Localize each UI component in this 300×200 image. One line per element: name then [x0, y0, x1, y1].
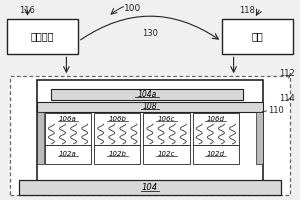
Text: 106b: 106b: [108, 116, 126, 122]
Bar: [143, 145, 190, 164]
Text: 102a: 102a: [59, 151, 77, 157]
Text: 102b: 102b: [108, 151, 126, 157]
Text: 106c: 106c: [158, 116, 175, 122]
Text: 108: 108: [143, 102, 157, 111]
Text: 100: 100: [124, 4, 141, 13]
Text: 110: 110: [268, 106, 284, 115]
Text: 102d: 102d: [207, 151, 225, 157]
Bar: [19, 180, 281, 195]
Bar: [10, 76, 290, 195]
Text: 电源: 电源: [252, 31, 263, 41]
Text: 118: 118: [240, 6, 256, 15]
Bar: [256, 112, 263, 164]
Bar: [143, 113, 190, 145]
Text: 116: 116: [19, 6, 34, 15]
Bar: [94, 145, 140, 164]
Bar: [7, 19, 78, 54]
Bar: [37, 102, 263, 112]
Text: 112: 112: [279, 69, 295, 78]
Text: 114: 114: [279, 94, 295, 103]
Bar: [37, 80, 263, 183]
Bar: [45, 113, 91, 145]
Bar: [37, 112, 44, 164]
Bar: [52, 89, 243, 100]
Text: 102c: 102c: [158, 151, 175, 157]
Bar: [45, 145, 91, 164]
Text: 106a: 106a: [59, 116, 77, 122]
Bar: [222, 19, 293, 54]
Text: 130: 130: [142, 29, 158, 38]
Bar: [94, 113, 140, 145]
Bar: [193, 113, 239, 145]
Text: 106d: 106d: [207, 116, 225, 122]
Text: 104a: 104a: [137, 90, 157, 99]
Text: 104: 104: [142, 183, 158, 192]
Bar: [193, 145, 239, 164]
Text: 主控制器: 主控制器: [31, 31, 54, 41]
